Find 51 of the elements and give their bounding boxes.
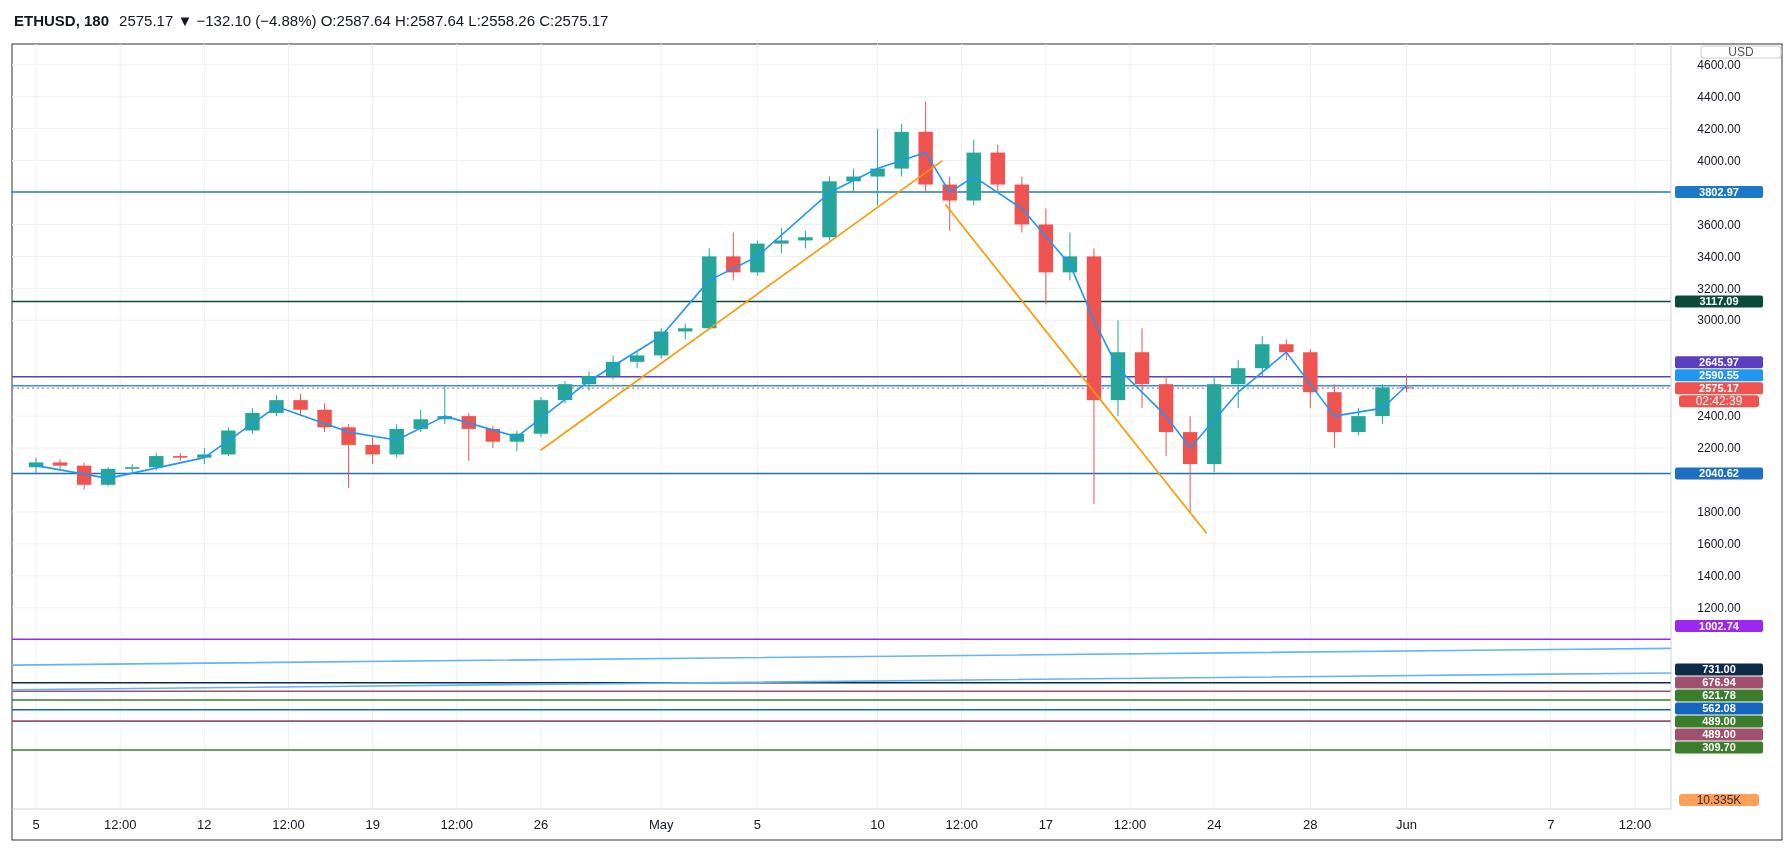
x-tick-label: 12:00: [945, 817, 978, 832]
y-tick-label: 4000.00: [1697, 153, 1742, 168]
x-tick-label: 19: [365, 817, 380, 832]
ref-line-label: 489.00: [1702, 715, 1736, 728]
y-tick-label: 3600.00: [1697, 217, 1742, 232]
y-tick-label: 4400.00: [1697, 89, 1742, 104]
x-tick-label: 12: [197, 817, 212, 832]
text: 02:42:39: [1695, 394, 1743, 409]
y-tick-label: 1200.00: [1697, 600, 1742, 615]
y-tick-label: 3200.00: [1697, 281, 1742, 296]
x-tick-label: 12:00: [272, 817, 305, 832]
x-tick-label: 5: [32, 817, 40, 832]
x-tick-label: 7: [1547, 817, 1555, 832]
ref-line-label: 2040.62: [1699, 467, 1739, 480]
x-tick-label: 5: [753, 817, 761, 832]
y-tick-label: 3400.00: [1697, 249, 1742, 264]
x-tick-label: 12:00: [1618, 817, 1652, 832]
ref-line-label: 621.78: [1702, 689, 1736, 702]
ref-line-label: 731.00: [1702, 663, 1736, 676]
x-tick-label: Jun: [1396, 817, 1418, 832]
ref-line-label: 309.70: [1702, 741, 1736, 754]
y-tick-label: 1600.00: [1697, 537, 1742, 552]
y-tick-label: 2200.00: [1697, 441, 1742, 456]
y-tick-label: 1800.00: [1697, 505, 1742, 520]
chart-subtitle: 2575.17 ▼ −132.10 (−4.88%) O:2587.64 H:2587.64 L:2558.26 C:2575.17: [119, 12, 609, 29]
ref-line-label: 562.08: [1702, 702, 1736, 715]
y-tick-label: 1400.00: [1697, 569, 1742, 584]
x-tick-label: May: [648, 817, 674, 832]
x-tick-label: 12:00: [103, 817, 137, 832]
text: USD: [1728, 45, 1754, 60]
ref-line-label: 489.00: [1702, 728, 1736, 741]
x-tick-label: 26: [533, 817, 549, 832]
x-tick-label: 24: [1206, 817, 1222, 832]
y-tick-label: 4600.00: [1697, 57, 1742, 72]
x-tick-label: 12:00: [1113, 817, 1147, 832]
y-tick-label: 3000.00: [1697, 313, 1742, 328]
ref-line-label: 676.94: [1702, 676, 1737, 689]
ref-line-label: 3802.97: [1699, 185, 1739, 198]
chart-title: ETHUSD, 180: [14, 12, 110, 29]
x-tick-label: 17: [1038, 817, 1054, 832]
y-tick-label: 2400.00: [1697, 409, 1742, 424]
ref-line-label: 1002.74: [1699, 619, 1740, 632]
ref-line-label: 2590.55: [1699, 368, 1739, 381]
y-tick-label: 4200.00: [1697, 121, 1742, 136]
x-tick-label: 28: [1303, 817, 1318, 832]
text: 10.335K: [1696, 793, 1742, 808]
ref-line-label: 2575.17: [1699, 381, 1739, 394]
x-tick-label: 10: [870, 817, 885, 832]
ref-line-label: 2645.97: [1699, 355, 1739, 368]
ref-line-label: 3117.09: [1699, 295, 1739, 308]
x-tick-label: 12:00: [440, 817, 474, 832]
